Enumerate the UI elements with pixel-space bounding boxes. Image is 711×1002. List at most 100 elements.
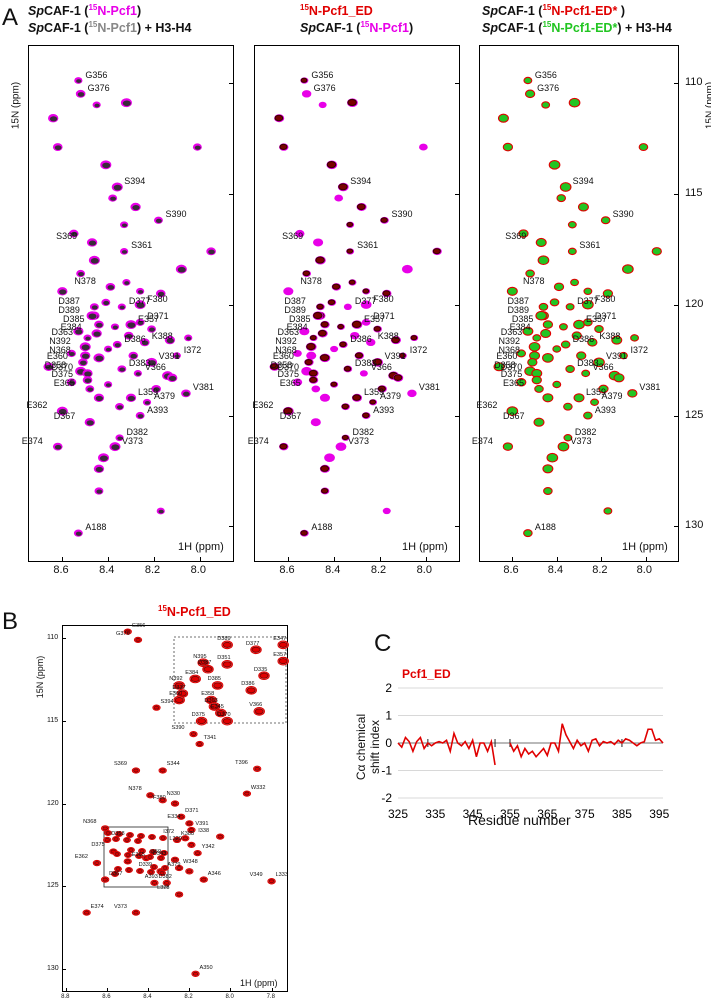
peak-contour-red-core (197, 717, 207, 725)
peak-label: L333 (275, 872, 289, 879)
series-line-pcf1-ed (397, 730, 496, 766)
peak-contour-green (523, 76, 533, 85)
peak-label: E384 (60, 322, 82, 333)
y-tick (62, 968, 66, 970)
peak-contour-magenta (311, 385, 321, 393)
peak-contour-darkred (410, 335, 418, 341)
peak-label: D363 (51, 326, 74, 337)
peak-contour-dark (94, 103, 100, 108)
y-tick (455, 193, 460, 195)
x-tick-label: 325 (388, 807, 408, 821)
peak-label: D358 (270, 360, 293, 371)
peak-contour-green (557, 441, 570, 452)
peak-contour-dark (119, 305, 125, 310)
peak-contour-red-core (159, 798, 166, 803)
peak-contour-red-core (176, 865, 183, 871)
x-tick-label: 8.4 (99, 564, 115, 576)
peak-contour-dark (77, 92, 85, 97)
spectrum-a3-frame (479, 45, 679, 562)
peak-label: S390 (612, 209, 634, 220)
peak-label: A379 (601, 391, 623, 402)
x-tick-label: 8.2 (592, 564, 608, 576)
y-tick (674, 82, 679, 84)
peak-label: D363 (277, 326, 300, 337)
panel-c-title: Pcf1_ED (402, 667, 451, 681)
panel-a-header-2: 15N-Pcf1_ED SpCAF-1 (15N-Pcf1) (300, 2, 414, 35)
peak-contour-darkred (341, 403, 349, 410)
peak-contour-dark (93, 331, 101, 337)
peak-label: S369 (282, 231, 304, 242)
peak-contour-dark (81, 353, 90, 359)
peak-contour-red-core (192, 971, 199, 976)
peak-contour-magenta (292, 378, 303, 386)
peak-label: E384 (509, 322, 531, 333)
peak-label: A379 (167, 862, 181, 869)
peak-label: V381 (639, 382, 661, 393)
peak-contour-darkred (315, 256, 325, 264)
peak-label: V391 (384, 351, 406, 362)
x-tick-label: 8.2 (184, 994, 193, 1000)
peak-contour-dark (137, 414, 144, 419)
peak-contour-red-core (162, 866, 168, 870)
peak-contour-darkred (338, 183, 348, 191)
peak-contour-darkred (300, 77, 308, 83)
peak-contour-green (502, 142, 514, 152)
peak-contour-red-core (176, 892, 183, 897)
peak-label: E360 (496, 351, 518, 362)
peak-contour-green (537, 255, 550, 266)
peak-label: D371 (147, 311, 169, 322)
spectrum-a3-peaks (493, 76, 662, 538)
peak-contour-green (552, 345, 562, 353)
peak-label: D386 (350, 333, 372, 344)
peak-label: E374 (471, 435, 493, 446)
peak-label: D386 (124, 333, 146, 344)
peak-label: S394 (160, 698, 174, 705)
peak-label: D389 (284, 304, 306, 315)
peak-contour-darkred (373, 325, 382, 332)
peak-label: N378 (523, 275, 545, 286)
peak-label: D382 (574, 426, 597, 437)
peak-label: F380 (153, 794, 166, 801)
x-tick (379, 557, 381, 562)
peak-contour-dark (117, 405, 123, 410)
peak-contour-darkred (283, 407, 293, 415)
peak-contour-magenta (318, 101, 327, 109)
peak-label: K388 (377, 331, 399, 342)
peak-contour-darkred (337, 324, 345, 330)
peak-contour-darkred (393, 374, 403, 381)
peak-contour-red-core (278, 641, 288, 649)
peak-contour-darkred (279, 143, 288, 150)
peak-label: V373 (121, 435, 143, 446)
peak-label: V373 (113, 903, 128, 910)
peak-label: A350 (199, 964, 213, 971)
peak-label: N368 (49, 344, 71, 355)
x-tick (66, 988, 68, 992)
inset-peak-label: N395 (193, 653, 207, 660)
peak-contour-green (525, 269, 535, 278)
peak-contour-red-core (172, 857, 178, 862)
peak-contour-dark (122, 100, 131, 107)
peak-label: S369 (505, 231, 527, 242)
peak-contour-darkred (316, 303, 324, 310)
peak-contour-red-core (203, 666, 213, 673)
peak-label: S369 (113, 761, 128, 768)
peak-contour-red-core (172, 801, 178, 806)
peak-contour-red-core (188, 842, 195, 847)
peak-contour-red-core (113, 837, 119, 841)
panel-c-x-axis-title: Residue number (468, 812, 571, 828)
x-tick-label: 7.8 (266, 994, 275, 1000)
peak-contour-magenta (401, 264, 413, 274)
peak-contour-red-core (158, 856, 164, 860)
peak-contour-green (552, 380, 562, 389)
peak-contour-dark (130, 353, 137, 359)
peak-contour-darkred (269, 363, 279, 370)
peak-label: E362 (252, 400, 274, 411)
y-tick-label: 110 (685, 75, 703, 88)
inset-peak-label: D351 (217, 655, 231, 662)
peak-contour-green (602, 289, 614, 298)
peak-label: F380 (147, 293, 168, 304)
peak-contour-green (542, 353, 554, 363)
peak-label: E384 (286, 322, 308, 333)
peak-contour-green (583, 318, 593, 327)
peak-label: W348 (183, 859, 198, 865)
